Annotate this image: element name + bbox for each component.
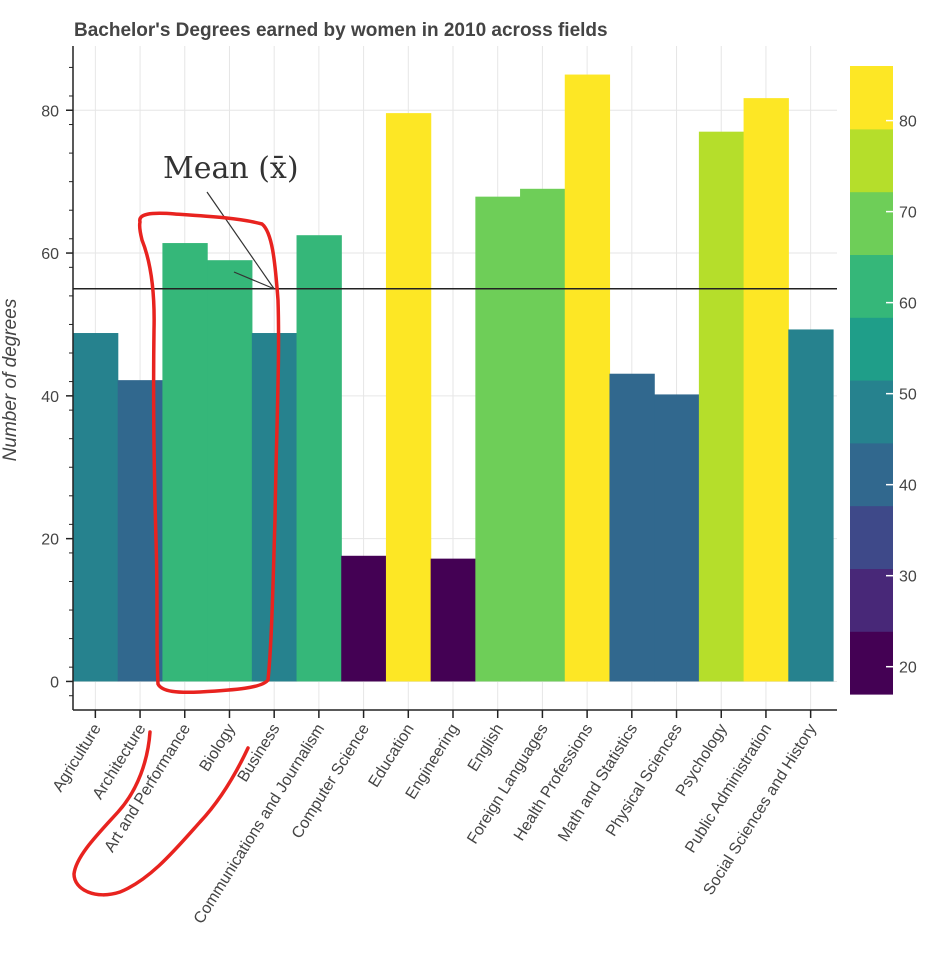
colorbar-swatch <box>850 128 893 193</box>
bar <box>385 113 432 682</box>
y-axis-label: Number of degrees <box>0 298 21 461</box>
colorbar-tick-label: 30 <box>899 569 917 586</box>
colorbar-tick-label: 80 <box>899 114 917 131</box>
bar <box>698 131 745 682</box>
bar <box>162 243 208 682</box>
x-tick-label: Math and Statistics <box>555 721 641 845</box>
x-tick-label: Business <box>235 721 284 785</box>
colorbar-tick-label: 20 <box>899 660 917 677</box>
colorbar-tick-label: 40 <box>899 478 917 495</box>
bar <box>788 329 834 682</box>
x-tick-label: English <box>465 721 507 775</box>
bar <box>430 558 476 682</box>
colorbar: 20 30 40 50 60 70 80 <box>850 66 917 695</box>
annotation-arrow <box>206 191 275 290</box>
x-tick-label: Biology <box>197 721 239 775</box>
y-tick-label: 40 <box>41 389 59 406</box>
x-tick-label: Foreign Languages <box>464 721 551 847</box>
bars <box>73 74 834 682</box>
y-tick-label: 0 <box>50 674 59 691</box>
y-tick-label: 80 <box>41 103 59 120</box>
colorbar-tick-label: 50 <box>899 387 917 404</box>
colorbar-swatch <box>850 317 893 381</box>
colorbar-swatch <box>850 631 893 695</box>
colorbar-swatch <box>850 505 893 569</box>
bar <box>296 235 342 682</box>
bar <box>73 333 119 682</box>
colorbar-swatch <box>850 380 893 444</box>
colorbar-swatch <box>850 568 893 632</box>
colorbar-tick-label: 60 <box>899 296 917 313</box>
bar <box>475 196 521 682</box>
bar <box>743 98 789 682</box>
x-tick-label: Education <box>366 721 418 790</box>
x-tick-label: Public Administration <box>682 721 775 856</box>
bar <box>341 555 387 682</box>
chart-title: Bachelor's Degrees earned by women in 20… <box>74 20 608 41</box>
bar <box>654 394 700 682</box>
mean-annotation-label: Mean (x̄) <box>163 151 299 186</box>
colorbar-tick-label: 70 <box>899 205 917 222</box>
annotation-arrow <box>233 271 275 290</box>
y-tick-label: 60 <box>41 246 59 263</box>
colorbar-swatch <box>850 442 893 507</box>
bar <box>520 188 566 682</box>
bar <box>609 373 655 682</box>
colorbar-swatch <box>850 66 893 130</box>
colorbar-swatch <box>850 191 893 255</box>
bar <box>207 260 253 682</box>
x-tick-label: Health Professions <box>511 721 597 844</box>
y-tick-label: 20 <box>41 532 59 549</box>
highlight-loop <box>137 211 281 695</box>
annotations: Mean (x̄) <box>72 151 299 897</box>
bar <box>564 74 611 682</box>
colorbar-swatch <box>850 254 893 318</box>
highlight-labels-loop <box>72 730 250 897</box>
